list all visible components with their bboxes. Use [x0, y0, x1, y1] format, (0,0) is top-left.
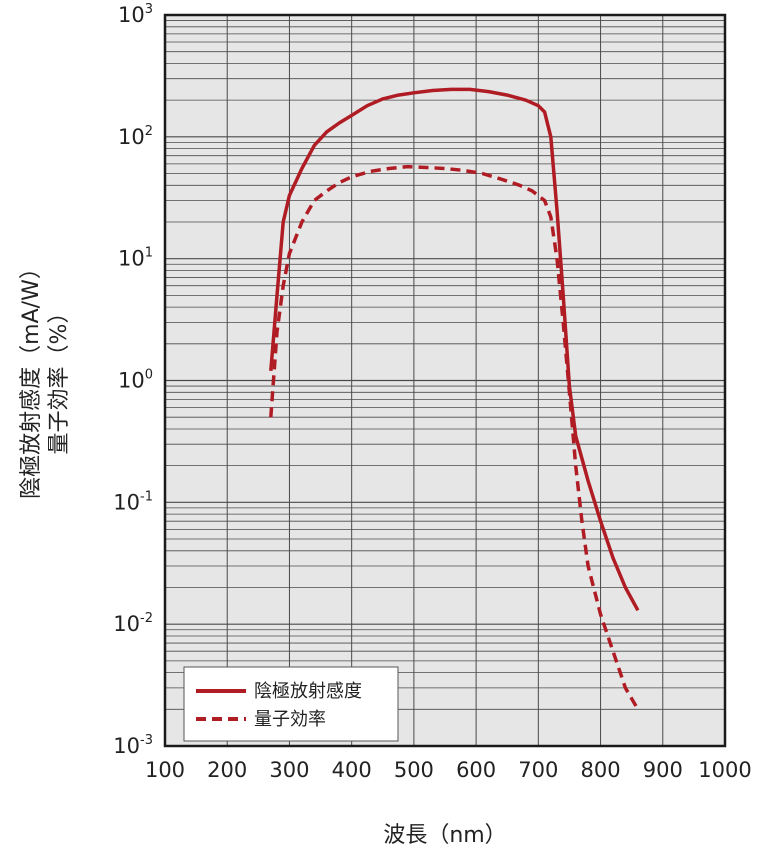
x-tick-label: 400 [332, 758, 372, 782]
y-tick-label: 101 [118, 246, 153, 271]
legend-box [183, 666, 399, 742]
y-tick-label: 103 [118, 2, 153, 27]
series-line-quantum-efficiency [269, 164, 640, 711]
x-tick-label: 1000 [698, 758, 751, 782]
y-tick-label: 10-1 [113, 489, 153, 514]
y-tick-label: 10-2 [113, 611, 153, 636]
series-line-cathode-radiant-sensitivity [269, 87, 640, 612]
y-tick-label: 10-3 [113, 733, 153, 758]
series-layer [269, 87, 640, 711]
x-tick-label: 700 [518, 758, 558, 782]
y-tick-labels: 103 102 101 100 10-1 10-2 10-3 [113, 2, 153, 758]
x-tick-label: 900 [643, 758, 683, 782]
x-tick-label: 600 [456, 758, 496, 782]
y-tick-label: 102 [118, 124, 153, 149]
plot-frame [163, 13, 727, 748]
y-axis-label-line1: 陰極放射感度（mA/W） [19, 257, 44, 499]
x-tick-label: 300 [269, 758, 309, 782]
x-tick-label: 100 [145, 758, 185, 782]
legend-label-dashed: 量子効率 [254, 709, 326, 730]
legend-label-solid: 陰極放射感度 [254, 681, 362, 702]
y-tick-label: 100 [118, 368, 153, 393]
x-axis-label: 波長（nm） [383, 823, 506, 848]
x-tick-label: 500 [394, 758, 434, 782]
x-tick-label: 800 [581, 758, 621, 782]
legend: 陰極放射感度 量子効率 [183, 666, 399, 742]
x-tick-label: 200 [207, 758, 247, 782]
x-tick-labels: 100 200 300 400 500 600 700 800 900 1000 [145, 758, 752, 782]
y-axis-label-line2: 量子効率（%） [47, 302, 72, 455]
